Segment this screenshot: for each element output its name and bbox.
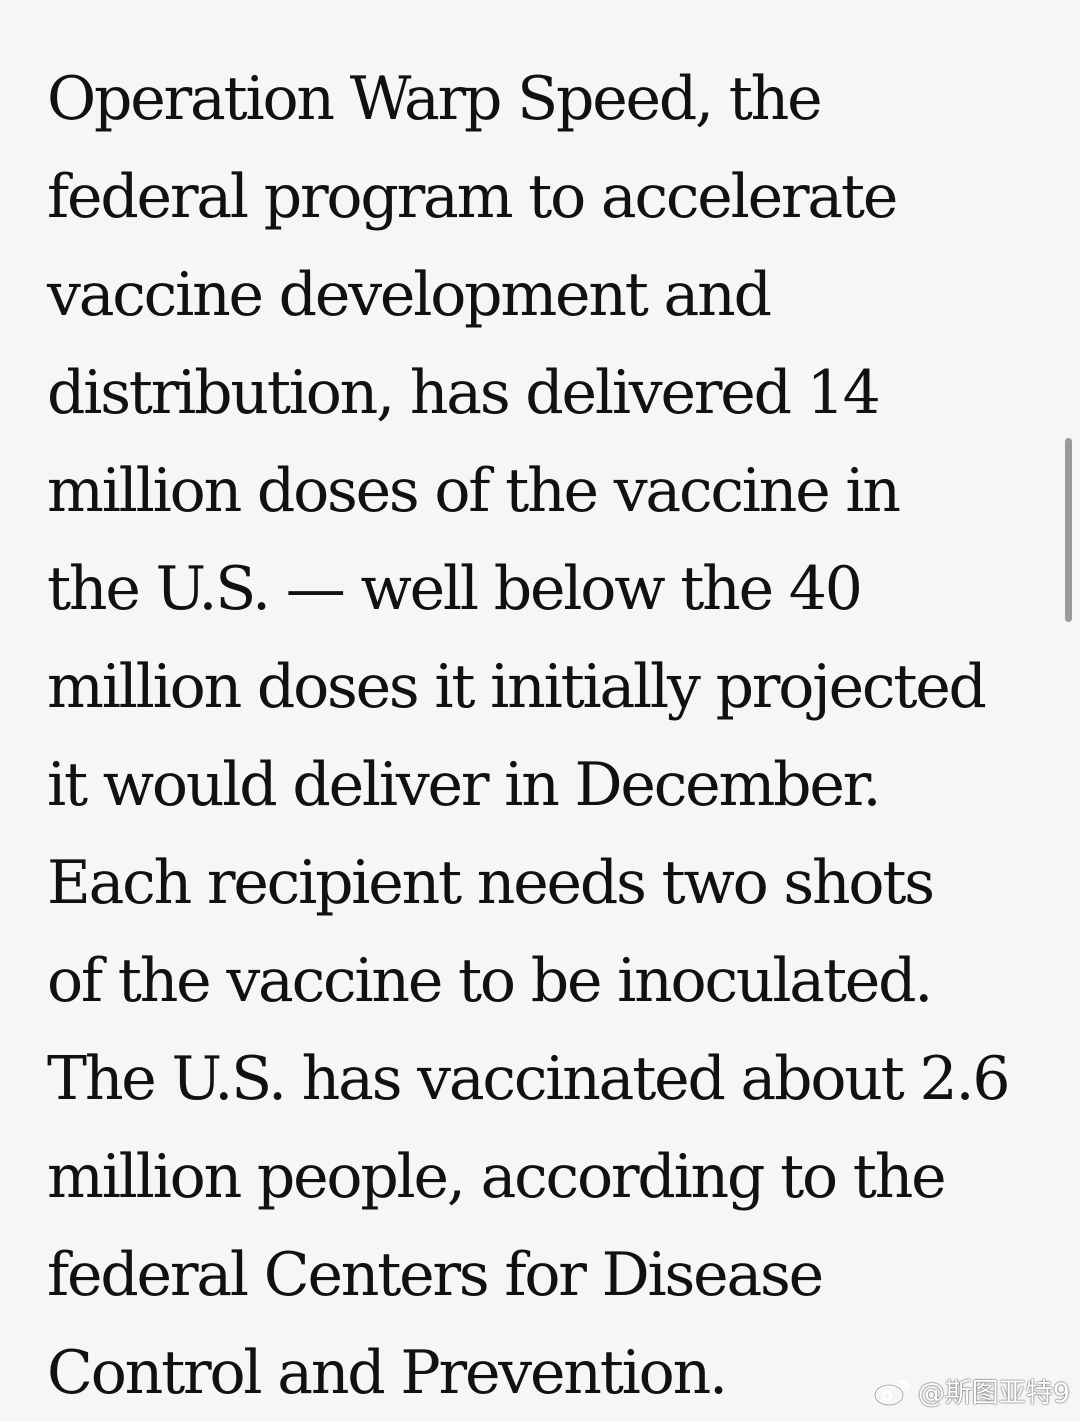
article-line: federal program to accelerate — [47, 162, 898, 232]
weibo-icon — [872, 1375, 912, 1407]
article-line: Operation Warp Speed, the — [47, 64, 823, 134]
article-line: Each recipient needs two shots — [47, 848, 935, 918]
article-line: federal Centers for Disease — [47, 1240, 824, 1310]
article-line: million doses of the vaccine in — [47, 456, 901, 526]
article-line: The U.S. has vaccinated about 2.6 — [47, 1044, 1010, 1114]
article-line: Control and Prevention. — [47, 1338, 728, 1408]
watermark-text: @斯图亚特9 — [917, 1378, 1070, 1409]
article-line: million people, according to the — [47, 1142, 947, 1212]
article-line: it would deliver in December. — [47, 750, 882, 820]
article-line: million doses it initially projected — [47, 652, 987, 722]
article-line: distribution, has delivered 14 — [47, 358, 881, 428]
article-line: vaccine development and — [47, 260, 772, 330]
article-line: of the vaccine to be inoculated. — [47, 946, 933, 1016]
article-line: the U.S. — well below the 40 — [47, 554, 863, 624]
article-paragraph: Operation Warp Speed, the federal progra… — [47, 50, 1047, 1422]
watermark: @斯图亚特9 — [872, 1371, 1070, 1410]
scrollbar-thumb[interactable] — [1065, 438, 1072, 622]
